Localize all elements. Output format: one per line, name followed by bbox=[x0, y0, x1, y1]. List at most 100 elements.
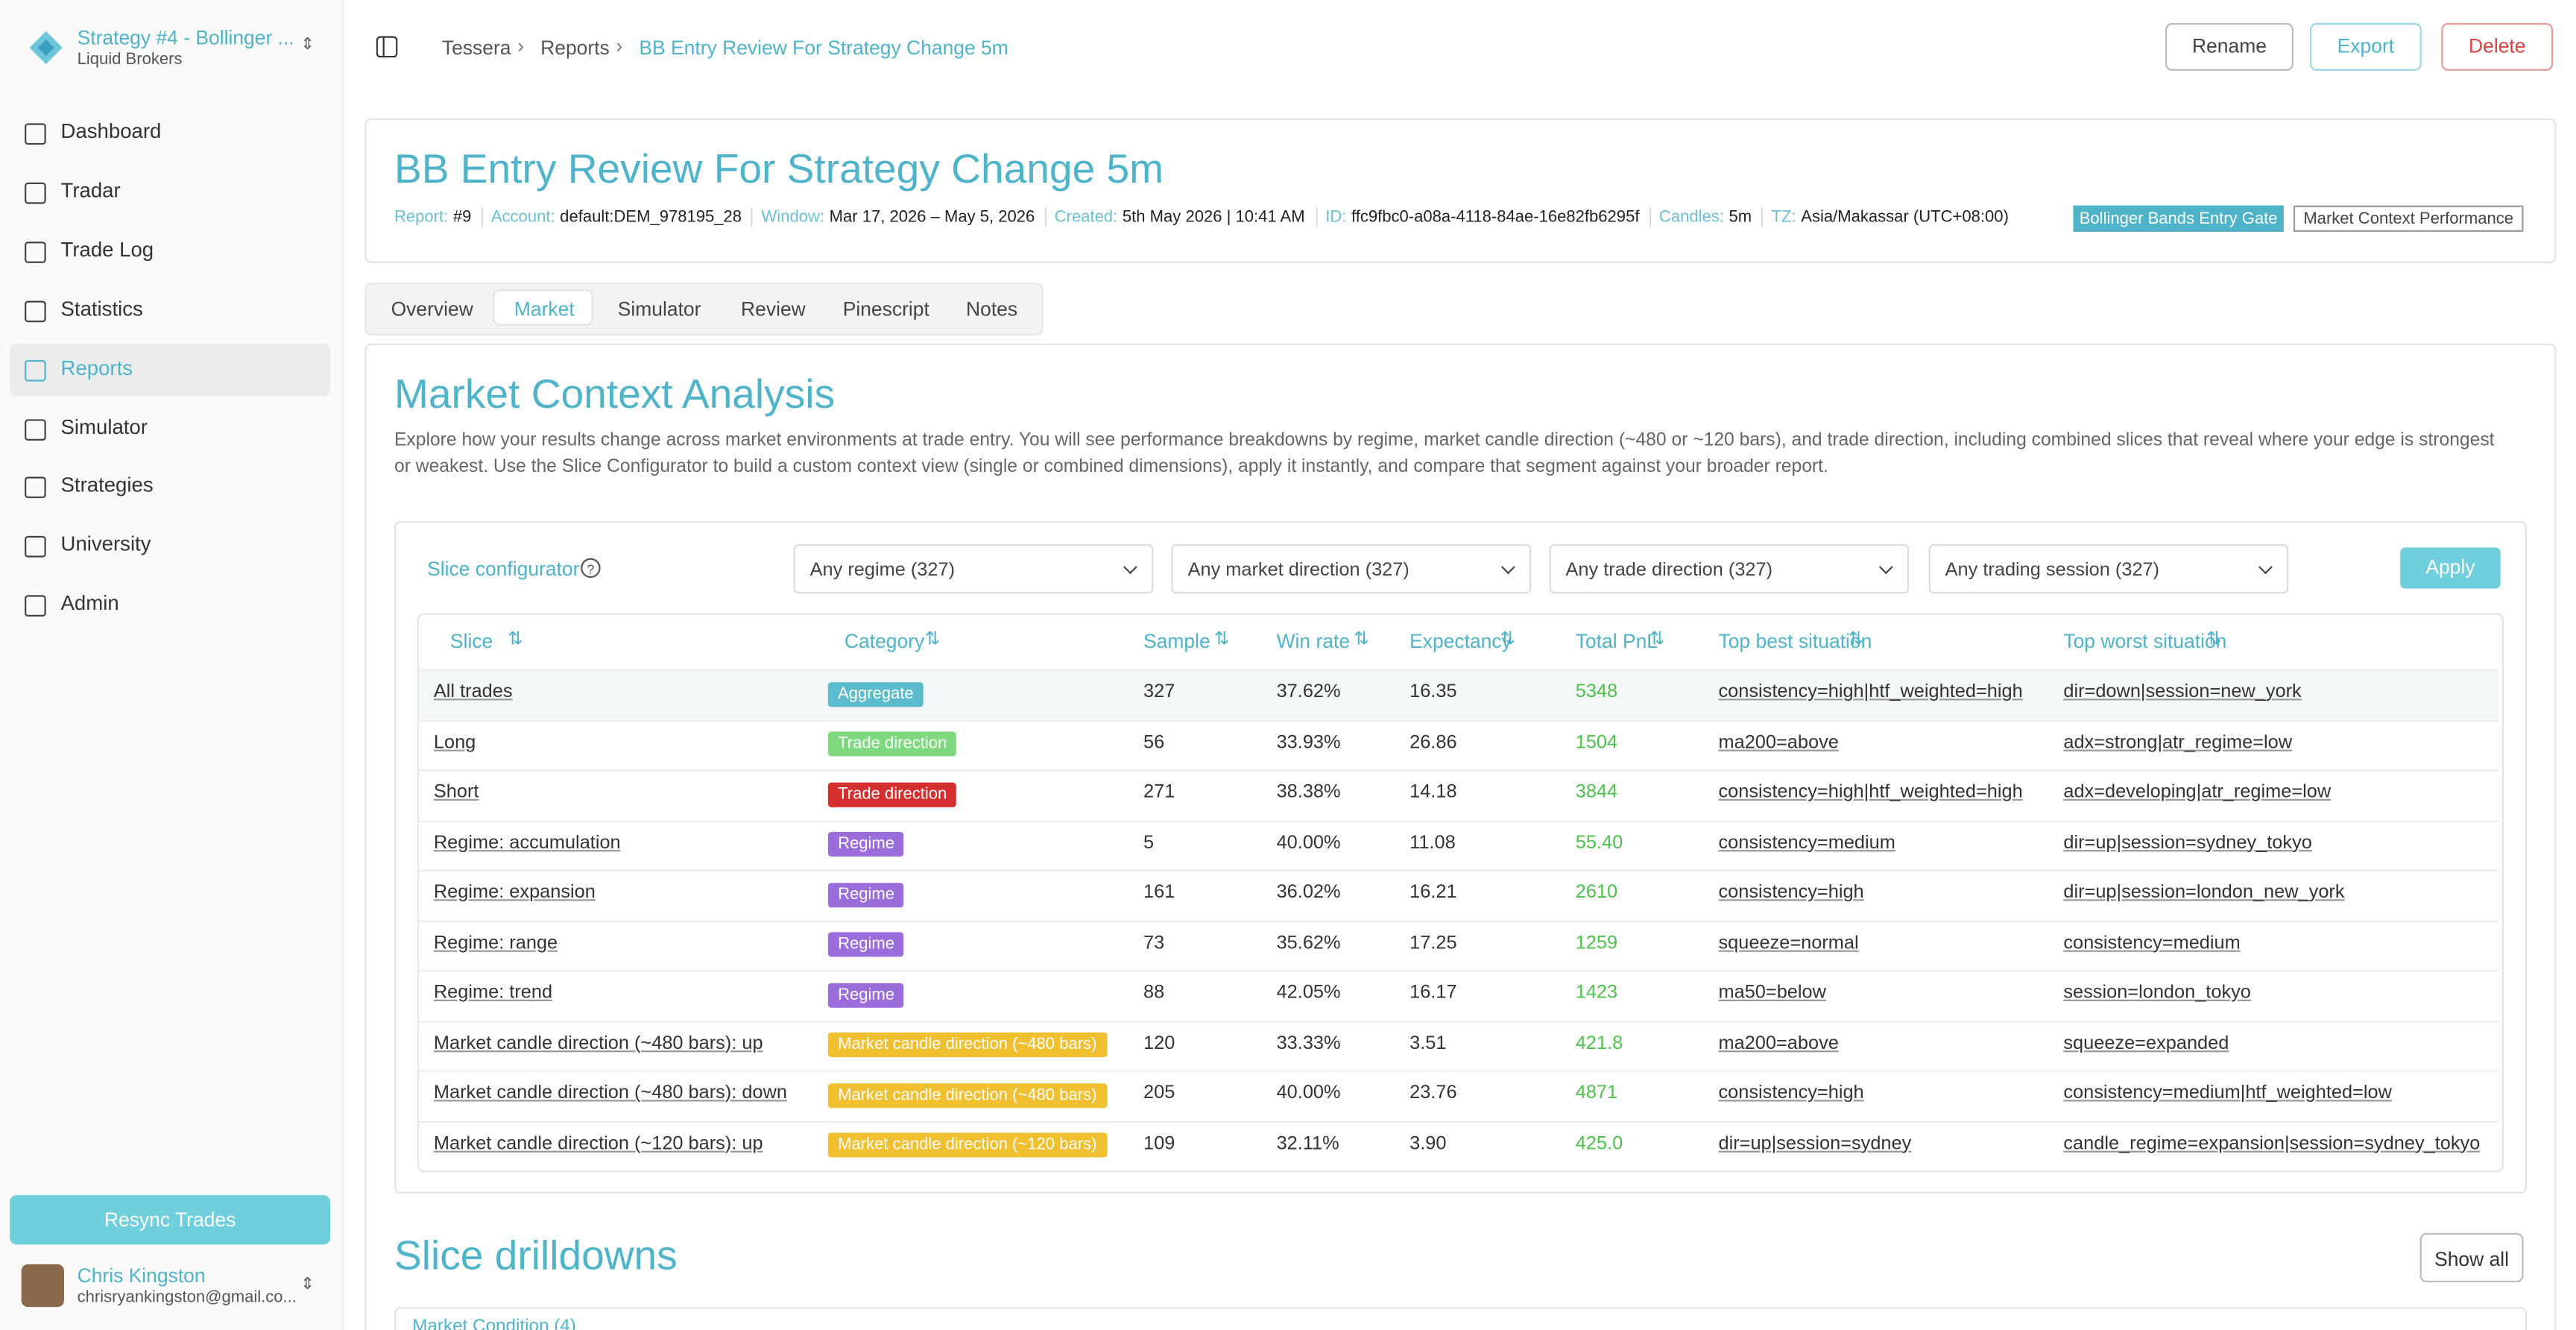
situation-link[interactable]: consistency=medium|htf_weighted=low bbox=[2063, 1083, 2392, 1103]
situation-link[interactable]: consistency=medium bbox=[2063, 933, 2241, 953]
slice-link[interactable]: Regime: trend bbox=[433, 983, 553, 1003]
situation-link[interactable]: adx=developing|atr_regime=low bbox=[2063, 782, 2332, 803]
slice-link[interactable]: Long bbox=[433, 732, 476, 752]
tab[interactable]: Overview bbox=[391, 297, 473, 321]
situation-link[interactable]: consistency=high bbox=[1718, 1083, 1864, 1103]
tab[interactable]: Market bbox=[514, 297, 575, 321]
action-button[interactable]: Rename bbox=[2165, 22, 2294, 71]
cell: 3.51 bbox=[1409, 1033, 1447, 1053]
column-header[interactable]: Expectancy bbox=[1409, 629, 1512, 653]
show-all-button[interactable]: Show all bbox=[2419, 1232, 2524, 1283]
column-header[interactable]: Win rate bbox=[1276, 629, 1351, 653]
situation-link[interactable]: dir=up|session=sydney bbox=[1718, 1133, 1912, 1153]
nav-item[interactable]: Admin bbox=[60, 592, 119, 616]
cell: 55.40 bbox=[1575, 832, 1623, 853]
nav-item[interactable]: Simulator bbox=[60, 415, 148, 438]
slice-link[interactable]: Regime: expansion bbox=[433, 883, 596, 903]
workspace-switch[interactable]: ⇕ bbox=[300, 36, 315, 54]
situation-link[interactable]: ma50=below bbox=[1718, 983, 1826, 1003]
cell: 1259 bbox=[1575, 933, 1618, 953]
meta-label: Account: bbox=[490, 209, 555, 227]
column-header[interactable]: Total PnL bbox=[1575, 629, 1658, 653]
resync-button[interactable]: Resync Trades bbox=[10, 1195, 331, 1245]
nav-item[interactable]: Dashboard bbox=[60, 119, 162, 143]
meta-sep bbox=[751, 207, 754, 227]
drilldowns-title: Slice drilldowns bbox=[394, 1232, 678, 1279]
cell: 425.0 bbox=[1575, 1133, 1623, 1153]
nav-item[interactable]: University bbox=[60, 533, 151, 557]
sort-icon: ⇅ bbox=[1354, 629, 1369, 650]
breadcrumb-item[interactable]: Tessera bbox=[441, 36, 511, 60]
slice-link[interactable]: Market candle direction (~480 bars): up bbox=[433, 1033, 763, 1053]
show-all-label: Show all bbox=[2434, 1247, 2510, 1271]
nav-item[interactable]: Tradar bbox=[60, 179, 121, 202]
cell: 26.86 bbox=[1409, 732, 1457, 752]
cell: 36.02% bbox=[1276, 883, 1341, 903]
nav-item[interactable]: Statistics bbox=[60, 297, 143, 321]
situation-link[interactable]: ma200=above bbox=[1718, 1033, 1839, 1053]
cell: 40.00% bbox=[1276, 832, 1341, 853]
slice-link[interactable]: Short bbox=[433, 782, 479, 803]
tab[interactable]: Simulator bbox=[617, 297, 701, 321]
slice-link[interactable]: All trades bbox=[433, 682, 513, 702]
workspace-name[interactable]: Strategy #4 - Bollinger ... bbox=[77, 26, 294, 50]
situation-link[interactable]: ma200=above bbox=[1718, 732, 1839, 752]
column-header[interactable]: Top worst situation bbox=[2063, 629, 2227, 653]
meta-value: Asia/Makassar (UTC+08:00) bbox=[1801, 209, 2009, 227]
situation-link[interactable]: consistency=medium bbox=[1718, 832, 1895, 853]
slice-link[interactable]: Market candle direction (~480 bars): dow… bbox=[433, 1083, 788, 1103]
category-badge: Regime bbox=[827, 831, 905, 857]
situation-link[interactable]: dir=up|session=sydney_tokyo bbox=[2063, 832, 2312, 853]
nav-item[interactable]: Trade Log bbox=[60, 238, 154, 262]
cell: 38.38% bbox=[1276, 782, 1341, 803]
slice-link[interactable]: Regime: accumulation bbox=[433, 832, 621, 853]
breadcrumb-item[interactable]: Reports bbox=[540, 36, 610, 60]
cell: 33.93% bbox=[1276, 732, 1341, 752]
help-icon[interactable]: ? bbox=[580, 558, 602, 579]
cell: 5348 bbox=[1575, 682, 1618, 702]
column-header[interactable]: Category bbox=[844, 629, 925, 653]
filter-select[interactable]: Any market direction (327) bbox=[1171, 543, 1532, 594]
filter-select[interactable]: Any trading session (327) bbox=[1928, 543, 2289, 594]
tab[interactable]: Pinescript bbox=[842, 297, 929, 321]
avatar bbox=[21, 1264, 64, 1308]
column-header[interactable]: Slice bbox=[449, 629, 493, 653]
apply-button[interactable]: Apply bbox=[2400, 547, 2501, 589]
column-header[interactable]: Top best situation bbox=[1718, 629, 1872, 653]
filter-select[interactable]: Any trade direction (327) bbox=[1549, 543, 1910, 594]
action-button[interactable]: Delete bbox=[2441, 22, 2554, 71]
meta-label: Created: bbox=[1054, 209, 1118, 227]
tab[interactable]: Notes bbox=[966, 297, 1018, 321]
situation-link[interactable]: squeeze=expanded bbox=[2063, 1033, 2229, 1053]
situation-link[interactable]: dir=down|session=new_york bbox=[2063, 682, 2302, 702]
sort-icon: ⇅ bbox=[1649, 629, 1665, 650]
meta-label: ID: bbox=[1325, 209, 1347, 227]
category-badge: Market candle direction (~480 bars) bbox=[827, 1082, 1107, 1108]
situation-link[interactable]: session=london_tokyo bbox=[2063, 983, 2251, 1003]
situation-link[interactable]: consistency=high bbox=[1718, 883, 1864, 903]
configurator-label[interactable]: Slice configurator bbox=[427, 557, 580, 581]
user-menu[interactable]: ⇕ bbox=[300, 1276, 315, 1294]
filter-select[interactable]: Any regime (327) bbox=[793, 543, 1154, 594]
nav-item[interactable]: Reports bbox=[60, 356, 133, 379]
slice-link[interactable]: Market candle direction (~120 bars): up bbox=[433, 1133, 763, 1153]
situation-link[interactable]: adx=strong|atr_regime=low bbox=[2063, 732, 2293, 752]
situation-link[interactable]: squeeze=normal bbox=[1718, 933, 1859, 953]
situation-link[interactable]: consistency=high|htf_weighted=high bbox=[1718, 782, 2023, 803]
user-name: Chris Kingston bbox=[77, 1264, 206, 1288]
situation-link[interactable]: consistency=high|htf_weighted=high bbox=[1718, 682, 2023, 702]
slice-link[interactable]: Regime: range bbox=[433, 933, 558, 953]
situation-link[interactable]: dir=up|session=london_new_york bbox=[2063, 883, 2345, 903]
cell: 3.90 bbox=[1409, 1133, 1447, 1153]
category-badge: Market candle direction (~120 bars) bbox=[827, 1132, 1107, 1158]
sidebar-toggle[interactable] bbox=[376, 36, 398, 58]
situation-link[interactable]: candle_regime=expansion|session=sydney_t… bbox=[2063, 1133, 2481, 1153]
nav-item[interactable]: Strategies bbox=[60, 473, 154, 497]
action-label: Rename bbox=[2191, 34, 2267, 58]
cell: 109 bbox=[1143, 1133, 1175, 1153]
column-header[interactable]: Sample bbox=[1143, 629, 1210, 653]
tab[interactable]: Review bbox=[741, 297, 806, 321]
action-button[interactable]: Export bbox=[2309, 22, 2422, 71]
nav-icon bbox=[25, 477, 46, 499]
drilldown-label[interactable]: Market Condition (4) bbox=[412, 1317, 576, 1330]
